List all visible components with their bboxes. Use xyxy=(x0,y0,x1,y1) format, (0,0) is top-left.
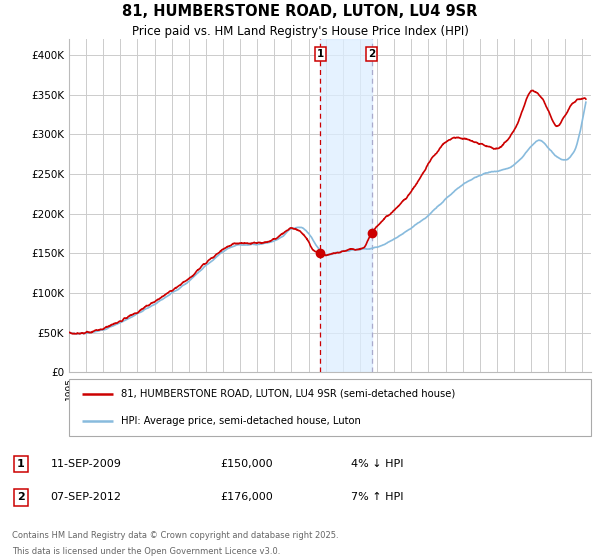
Bar xyxy=(320,39,372,372)
Text: 1: 1 xyxy=(317,49,324,59)
Text: This data is licensed under the Open Government Licence v3.0.: This data is licensed under the Open Gov… xyxy=(12,547,280,556)
Text: 4% ↓ HPI: 4% ↓ HPI xyxy=(350,459,403,469)
FancyBboxPatch shape xyxy=(69,379,591,436)
Text: 2: 2 xyxy=(368,49,376,59)
Text: 11-SEP-2009: 11-SEP-2009 xyxy=(50,459,121,469)
Text: 1: 1 xyxy=(17,459,25,469)
Text: 2: 2 xyxy=(17,492,25,502)
Text: HPI: Average price, semi-detached house, Luton: HPI: Average price, semi-detached house,… xyxy=(121,416,361,426)
Text: 7% ↑ HPI: 7% ↑ HPI xyxy=(350,492,403,502)
Text: 81, HUMBERSTONE ROAD, LUTON, LU4 9SR (semi-detached house): 81, HUMBERSTONE ROAD, LUTON, LU4 9SR (se… xyxy=(121,389,455,399)
Text: £176,000: £176,000 xyxy=(220,492,272,502)
Text: Contains HM Land Registry data © Crown copyright and database right 2025.: Contains HM Land Registry data © Crown c… xyxy=(12,531,338,540)
Text: Price paid vs. HM Land Registry's House Price Index (HPI): Price paid vs. HM Land Registry's House … xyxy=(131,25,469,38)
Text: 81, HUMBERSTONE ROAD, LUTON, LU4 9SR: 81, HUMBERSTONE ROAD, LUTON, LU4 9SR xyxy=(122,4,478,18)
Text: £150,000: £150,000 xyxy=(220,459,272,469)
Text: 07-SEP-2012: 07-SEP-2012 xyxy=(50,492,122,502)
